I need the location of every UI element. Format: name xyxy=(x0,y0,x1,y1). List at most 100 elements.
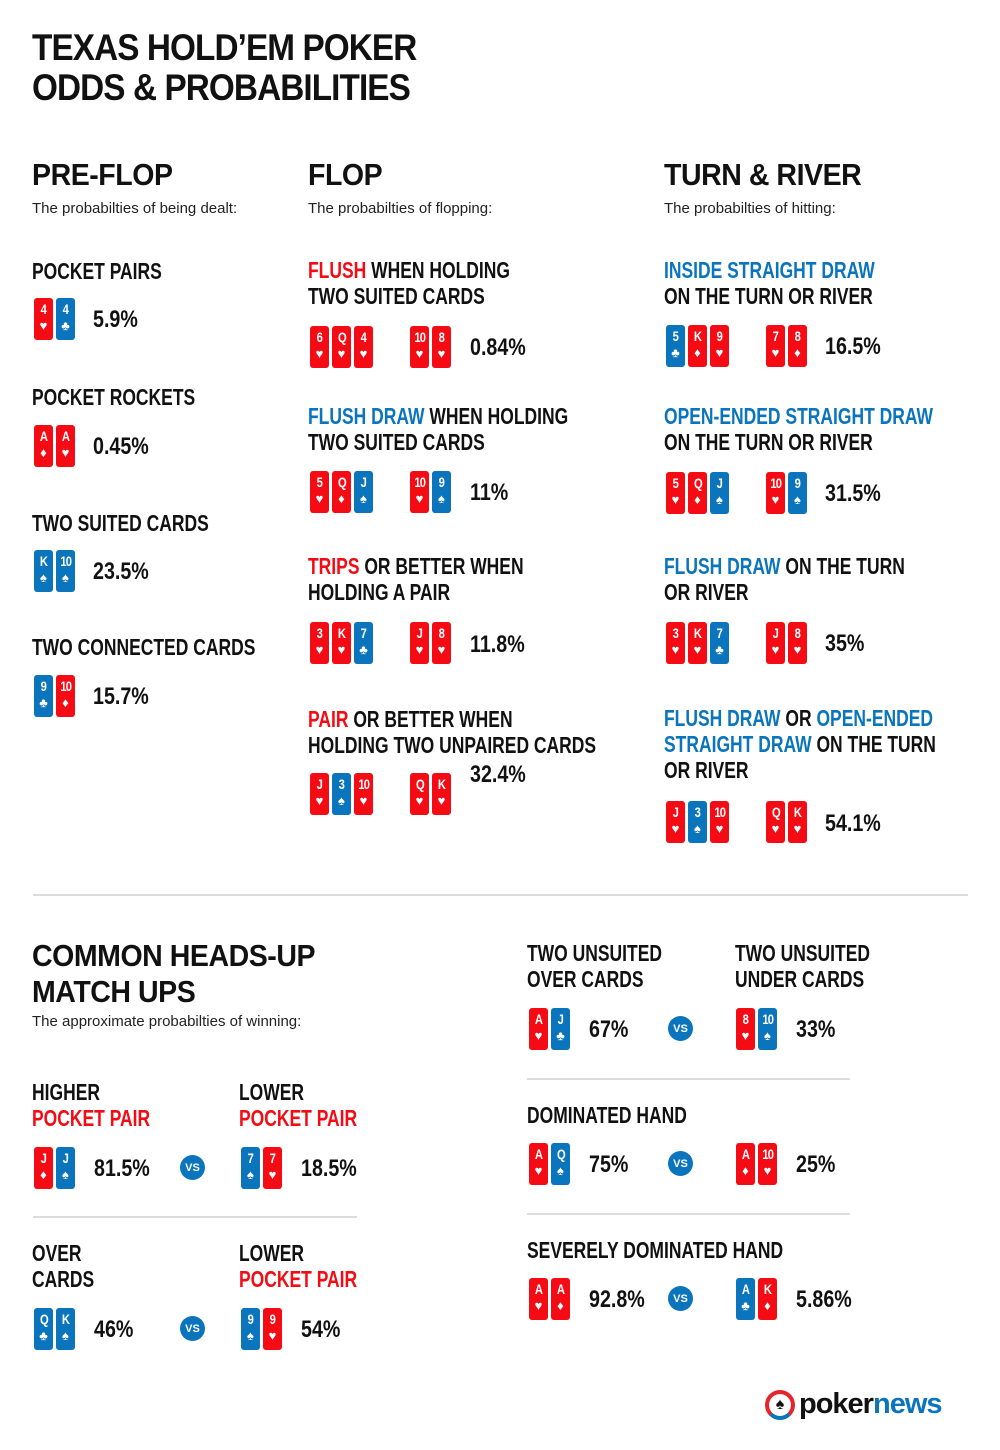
hole-cards: 7 ♥ 8 ♦ xyxy=(766,325,807,367)
headsup-title-line: MATCH UPS xyxy=(32,974,196,1009)
card-rank: 10 xyxy=(60,553,72,569)
title-segment: OR xyxy=(780,705,817,731)
club-suit-icon: ♣ xyxy=(61,318,70,333)
club-suit-icon: ♣ xyxy=(39,1328,48,1343)
card-rank: 10 xyxy=(762,1011,774,1027)
club-suit-icon: ♣ xyxy=(715,642,724,657)
card-rank: 10 xyxy=(414,329,426,345)
card-rank: Q xyxy=(556,1146,566,1162)
card-rank: 9 xyxy=(438,474,445,490)
heart-suit-icon: ♥ xyxy=(315,491,324,506)
heart-suit-icon: ♥ xyxy=(415,793,424,808)
hand: A ♣ K ♦ xyxy=(736,1278,777,1320)
card-rank: 4 xyxy=(62,301,69,317)
playing-card: Q ♥ xyxy=(332,326,351,368)
hand: A ♥ Q ♠ xyxy=(529,1143,570,1185)
heart-suit-icon: ♥ xyxy=(771,345,780,360)
title-segment: PAIR xyxy=(308,706,349,732)
card-rank: J xyxy=(62,1150,69,1166)
playing-card: 7 ♣ xyxy=(354,622,373,664)
playing-card: 10 ♦ xyxy=(56,675,75,717)
diamond-suit-icon: ♦ xyxy=(764,1298,771,1313)
card-rank: 3 xyxy=(694,804,701,820)
playing-card: 10 ♥ xyxy=(410,471,429,513)
spade-suit-icon: ♠ xyxy=(62,1167,69,1182)
playing-card: K ♦ xyxy=(688,325,707,367)
heart-suit-icon: ♥ xyxy=(693,642,702,657)
card-rank: K xyxy=(61,1311,70,1327)
playing-card: A ♦ xyxy=(34,425,53,467)
spade-suit-icon: ♠ xyxy=(62,1328,69,1343)
spade-suit-icon: ♠ xyxy=(694,821,701,836)
card-rank: 8 xyxy=(438,625,445,641)
playing-card: 8 ♥ xyxy=(788,622,807,664)
card-rank: A xyxy=(556,1281,565,1297)
probability: 25% xyxy=(796,1151,836,1178)
playing-card: J ♥ xyxy=(410,622,429,664)
playing-card: Q ♦ xyxy=(688,472,707,514)
title-segment: STRAIGHT DRAW xyxy=(664,731,812,757)
playing-card: A ♣ xyxy=(736,1278,755,1320)
probability: 16.5% xyxy=(825,333,881,360)
card-rank: Q xyxy=(337,329,347,345)
card-rank: K xyxy=(693,328,702,344)
card-rank: 10 xyxy=(714,804,726,820)
card-rank: Q xyxy=(337,474,347,490)
playing-card: 3 ♥ xyxy=(666,622,685,664)
heart-suit-icon: ♥ xyxy=(415,346,424,361)
board-cards: 3 ♥ K ♥ 7 ♣ xyxy=(666,622,729,664)
card-rank: K xyxy=(793,804,802,820)
card-rank: J xyxy=(360,474,367,490)
title-segment: OVER xyxy=(32,1240,82,1266)
card-rank: 4 xyxy=(40,301,47,317)
diamond-suit-icon: ♦ xyxy=(742,1163,749,1178)
card-rank: 5 xyxy=(672,475,679,491)
heart-suit-icon: ♥ xyxy=(671,821,680,836)
vs-badge: VS xyxy=(180,1155,205,1180)
playing-card: 10 ♠ xyxy=(56,550,75,592)
playing-card: 8 ♥ xyxy=(432,326,451,368)
playing-card: A ♦ xyxy=(736,1143,755,1185)
card-rank: 9 xyxy=(716,328,723,344)
club-suit-icon: ♣ xyxy=(741,1298,750,1313)
playing-card: 10 ♥ xyxy=(766,472,785,514)
matchup-title: SEVERELY DOMINATED HAND xyxy=(527,1237,783,1263)
spade-logo-icon: ♠ xyxy=(765,1389,795,1420)
probability: 0.45% xyxy=(93,433,149,460)
card-rank: 7 xyxy=(269,1150,276,1166)
headsup-title-line: COMMON HEADS-UP xyxy=(32,938,316,973)
club-suit-icon: ♣ xyxy=(671,345,680,360)
probability: 67% xyxy=(589,1016,629,1043)
card-rank: 8 xyxy=(794,328,801,344)
title-segment: TWO UNSUITED xyxy=(527,940,662,966)
playing-card: Q ♦ xyxy=(332,471,351,513)
item-title: POCKET ROCKETS xyxy=(32,384,195,410)
hole-cards: J ♥ 8 ♥ xyxy=(766,622,807,664)
heart-suit-icon: ♥ xyxy=(268,1167,277,1182)
playing-card: J ♠ xyxy=(710,472,729,514)
playing-card: 4 ♥ xyxy=(354,326,373,368)
playing-card: J ♣ xyxy=(551,1008,570,1050)
playing-card: 7 ♥ xyxy=(263,1147,282,1189)
hole-cards: Q ♥ K ♥ xyxy=(766,801,807,843)
matchup-right-title: LOWER POCKET PAIR xyxy=(239,1079,357,1131)
board-cards: 3 ♥ K ♥ 7 ♣ xyxy=(310,622,373,664)
playing-card: Q ♠ xyxy=(551,1143,570,1185)
title-segment: TWO UNSUITED xyxy=(735,940,870,966)
title-segment: ON THE TURN xyxy=(811,731,936,757)
probability: 75% xyxy=(589,1151,629,1178)
heart-suit-icon: ♥ xyxy=(268,1328,277,1343)
heart-suit-icon: ♥ xyxy=(437,793,446,808)
diamond-suit-icon: ♦ xyxy=(62,695,69,710)
diamond-suit-icon: ♦ xyxy=(694,345,701,360)
hand: 4 ♥ 4 ♣ xyxy=(34,298,75,340)
probability: 54% xyxy=(301,1316,341,1343)
heart-suit-icon: ♥ xyxy=(337,642,346,657)
probability: 11.8% xyxy=(470,631,525,658)
card-rank: Q xyxy=(771,804,781,820)
probability: 0.84% xyxy=(470,334,526,361)
card-rank: 6 xyxy=(316,329,323,345)
card-rank: 3 xyxy=(672,625,679,641)
playing-card: 8 ♥ xyxy=(432,622,451,664)
heart-suit-icon: ♥ xyxy=(437,346,446,361)
